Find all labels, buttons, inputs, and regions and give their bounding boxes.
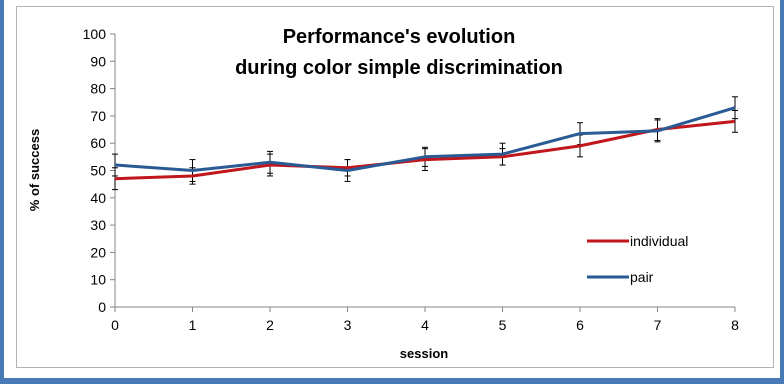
- y-tick-label: 30: [90, 217, 106, 233]
- error-bars: [112, 96, 738, 191]
- y-tick-label: 60: [90, 135, 106, 151]
- y-tick-label: 100: [83, 26, 107, 42]
- legend-label-individual: individual: [630, 233, 688, 249]
- legend: individual pair: [587, 233, 688, 285]
- x-tick-label: 4: [421, 317, 429, 333]
- chart-area: [16, 6, 774, 368]
- x-tick-label: 3: [344, 317, 352, 333]
- y-tick-label: 10: [90, 272, 106, 288]
- chart-title-line-1: Performance's evolution: [283, 26, 516, 48]
- y-tick-label: 70: [90, 108, 106, 124]
- y-tick-label: 50: [90, 163, 106, 179]
- y-tick-label: 0: [98, 299, 106, 315]
- y-tick-label: 20: [90, 244, 106, 260]
- x-tick-label: 6: [576, 317, 584, 333]
- y-axis-label: % of success: [27, 129, 42, 211]
- x-tick-label: 0: [111, 317, 119, 333]
- x-tick-label: 2: [266, 317, 274, 333]
- axes: 0 10 20 30 40 50 60 70 80 90 100 0 1 2 3 4 5 6 7 8: [83, 26, 739, 333]
- y-tick-label: 90: [90, 53, 106, 69]
- x-tick-label: 1: [189, 317, 197, 333]
- legend-label-pair: pair: [630, 269, 654, 285]
- series-line-individual: [114, 119, 736, 181]
- x-tick-label: 5: [499, 317, 507, 333]
- x-tick-label: 8: [731, 317, 739, 333]
- x-axis-label: session: [400, 346, 448, 361]
- x-tick-label: 7: [654, 317, 662, 333]
- y-tick-label: 40: [90, 190, 106, 206]
- y-tick-label: 80: [90, 81, 106, 97]
- chart-title-line-2: during color simple discrimination: [235, 57, 563, 79]
- series-line-pair: [114, 106, 736, 172]
- series-lines: [114, 106, 736, 181]
